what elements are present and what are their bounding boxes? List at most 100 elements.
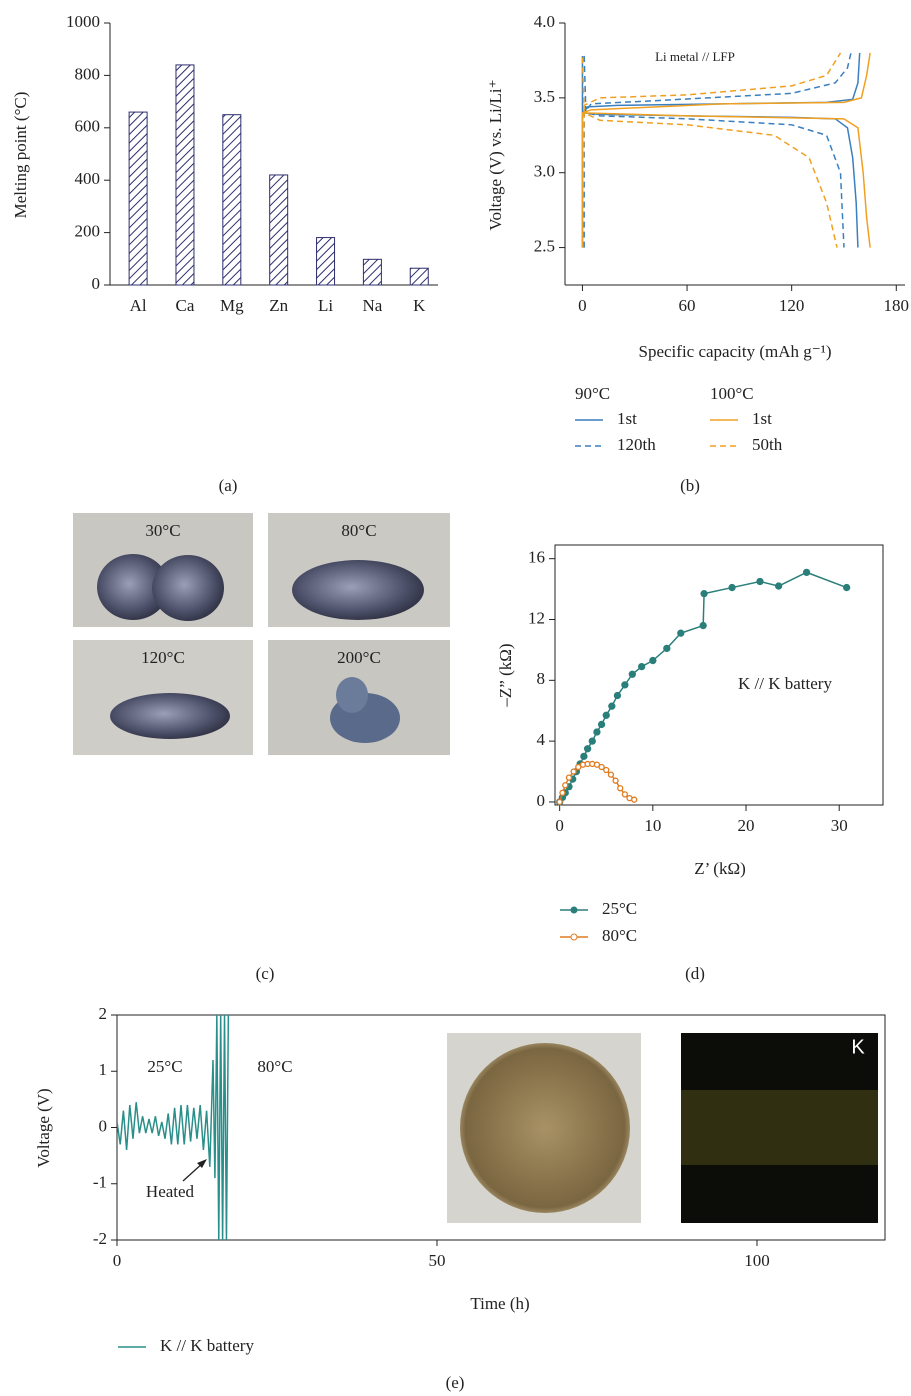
marker: [776, 583, 782, 589]
y-tick-label: 200: [75, 222, 101, 241]
y-tick-label: 3.0: [534, 162, 555, 181]
y-tick-label: 0: [92, 274, 101, 293]
marker: [622, 792, 627, 797]
marker: [804, 569, 810, 575]
annotation: 80°C: [257, 1057, 292, 1076]
marker: [639, 664, 645, 670]
photo-label: 80°C: [341, 521, 376, 540]
x-axis-label: Time (h): [470, 1294, 529, 1313]
y-tick-label: 4: [537, 730, 546, 749]
sample: [292, 560, 424, 620]
bar: [129, 112, 147, 285]
legend-label: 80°C: [602, 926, 637, 945]
series-line: [584, 53, 851, 248]
y-axis-label: –Z” (kΩ): [496, 643, 515, 707]
panel-label: (e): [446, 1373, 465, 1392]
marker: [701, 591, 707, 597]
y-tick-label: 0: [537, 791, 546, 810]
y-tick-label: 12: [528, 608, 545, 627]
legend-label: 1st: [752, 409, 772, 428]
legend-group: 100°C: [710, 384, 754, 403]
x-tick-label: 30: [831, 816, 848, 835]
annotation: 25°C: [147, 1057, 182, 1076]
x-tick-label: Li: [318, 296, 333, 315]
x-tick-label: 100: [744, 1251, 770, 1270]
legend-label: K // K battery: [160, 1336, 254, 1355]
marker: [729, 585, 735, 591]
photo-panel: 30°C 80°C 120°C 200°C (c): [73, 513, 450, 983]
marker: [594, 729, 600, 735]
y-tick-label: 600: [75, 117, 101, 136]
marker: [566, 775, 571, 780]
y-axis-label: Melting point (°C): [11, 92, 30, 219]
marker: [650, 658, 656, 664]
marker: [603, 712, 609, 718]
legend-label: 50th: [752, 435, 783, 454]
marker: [560, 790, 565, 795]
marker: [585, 746, 591, 752]
panel-label: (a): [219, 476, 238, 495]
x-tick-label: Mg: [220, 296, 244, 315]
y-tick-label: 4.0: [534, 12, 555, 31]
annotation: Li metal // LFP: [655, 49, 735, 64]
marker: [613, 778, 618, 783]
marker: [599, 764, 604, 769]
bar: [317, 238, 335, 285]
marker: [700, 623, 706, 629]
x-tick-label: 120: [779, 296, 805, 315]
x-tick-label: 180: [884, 296, 910, 315]
marker: [757, 578, 763, 584]
series-line: [117, 1015, 228, 1240]
annotation: Heated: [146, 1182, 195, 1201]
marker: [844, 585, 850, 591]
y-tick-label: 400: [75, 169, 101, 188]
y-axis-label: Voltage (V): [34, 1088, 53, 1167]
series-line: [582, 53, 859, 248]
photo-label: 200°C: [337, 648, 381, 667]
y-tick-label: 16: [528, 548, 545, 567]
inset-map-band: [681, 1090, 878, 1165]
y-tick-label: 1: [99, 1060, 108, 1079]
x-axis-label: Specific capacity (mAh g⁻¹): [639, 342, 832, 361]
y-tick-label: -2: [93, 1229, 107, 1248]
y-tick-label: 8: [537, 669, 546, 688]
sample: [110, 693, 230, 739]
bar: [223, 115, 241, 285]
marker: [563, 783, 568, 788]
legend-label: 1st: [617, 409, 637, 428]
marker: [589, 738, 595, 744]
inset-label: K: [851, 1036, 865, 1058]
y-tick-label: -1: [93, 1173, 107, 1192]
figure: 30°C 80°C 120°C 200°C (c) K 020040060080…: [0, 0, 911, 1396]
marker: [622, 682, 628, 688]
marker: [678, 630, 684, 636]
x-tick-label: Al: [130, 296, 147, 315]
panel-label: (b): [680, 476, 700, 495]
x-tick-label: 0: [555, 816, 564, 835]
y-tick-label: 2.5: [534, 236, 555, 255]
x-tick-label: Ca: [176, 296, 195, 315]
photo-label: 120°C: [141, 648, 185, 667]
y-axis-label: Voltage (V) vs. Li/Li⁺: [486, 79, 505, 230]
marker: [664, 645, 670, 651]
bar: [363, 259, 381, 285]
marker: [557, 799, 562, 804]
x-tick-label: Zn: [269, 296, 288, 315]
inset-sample: [460, 1043, 630, 1213]
legend-marker: [571, 934, 577, 940]
x-tick-label: Na: [362, 296, 382, 315]
marker: [604, 768, 609, 773]
x-tick-label: 20: [738, 816, 755, 835]
legend-label: 25°C: [602, 899, 637, 918]
series-line: [582, 53, 840, 248]
bar: [410, 268, 428, 285]
marker: [632, 797, 637, 802]
x-tick-label: 0: [113, 1251, 122, 1270]
annotation: K // K battery: [738, 674, 832, 693]
x-tick-label: 10: [644, 816, 661, 835]
y-tick-label: 2: [99, 1004, 108, 1023]
x-axis-label: Z’ (kΩ): [694, 859, 746, 878]
bar: [176, 65, 194, 285]
y-tick-label: 1000: [66, 12, 100, 31]
legend-group: 90°C: [575, 384, 610, 403]
